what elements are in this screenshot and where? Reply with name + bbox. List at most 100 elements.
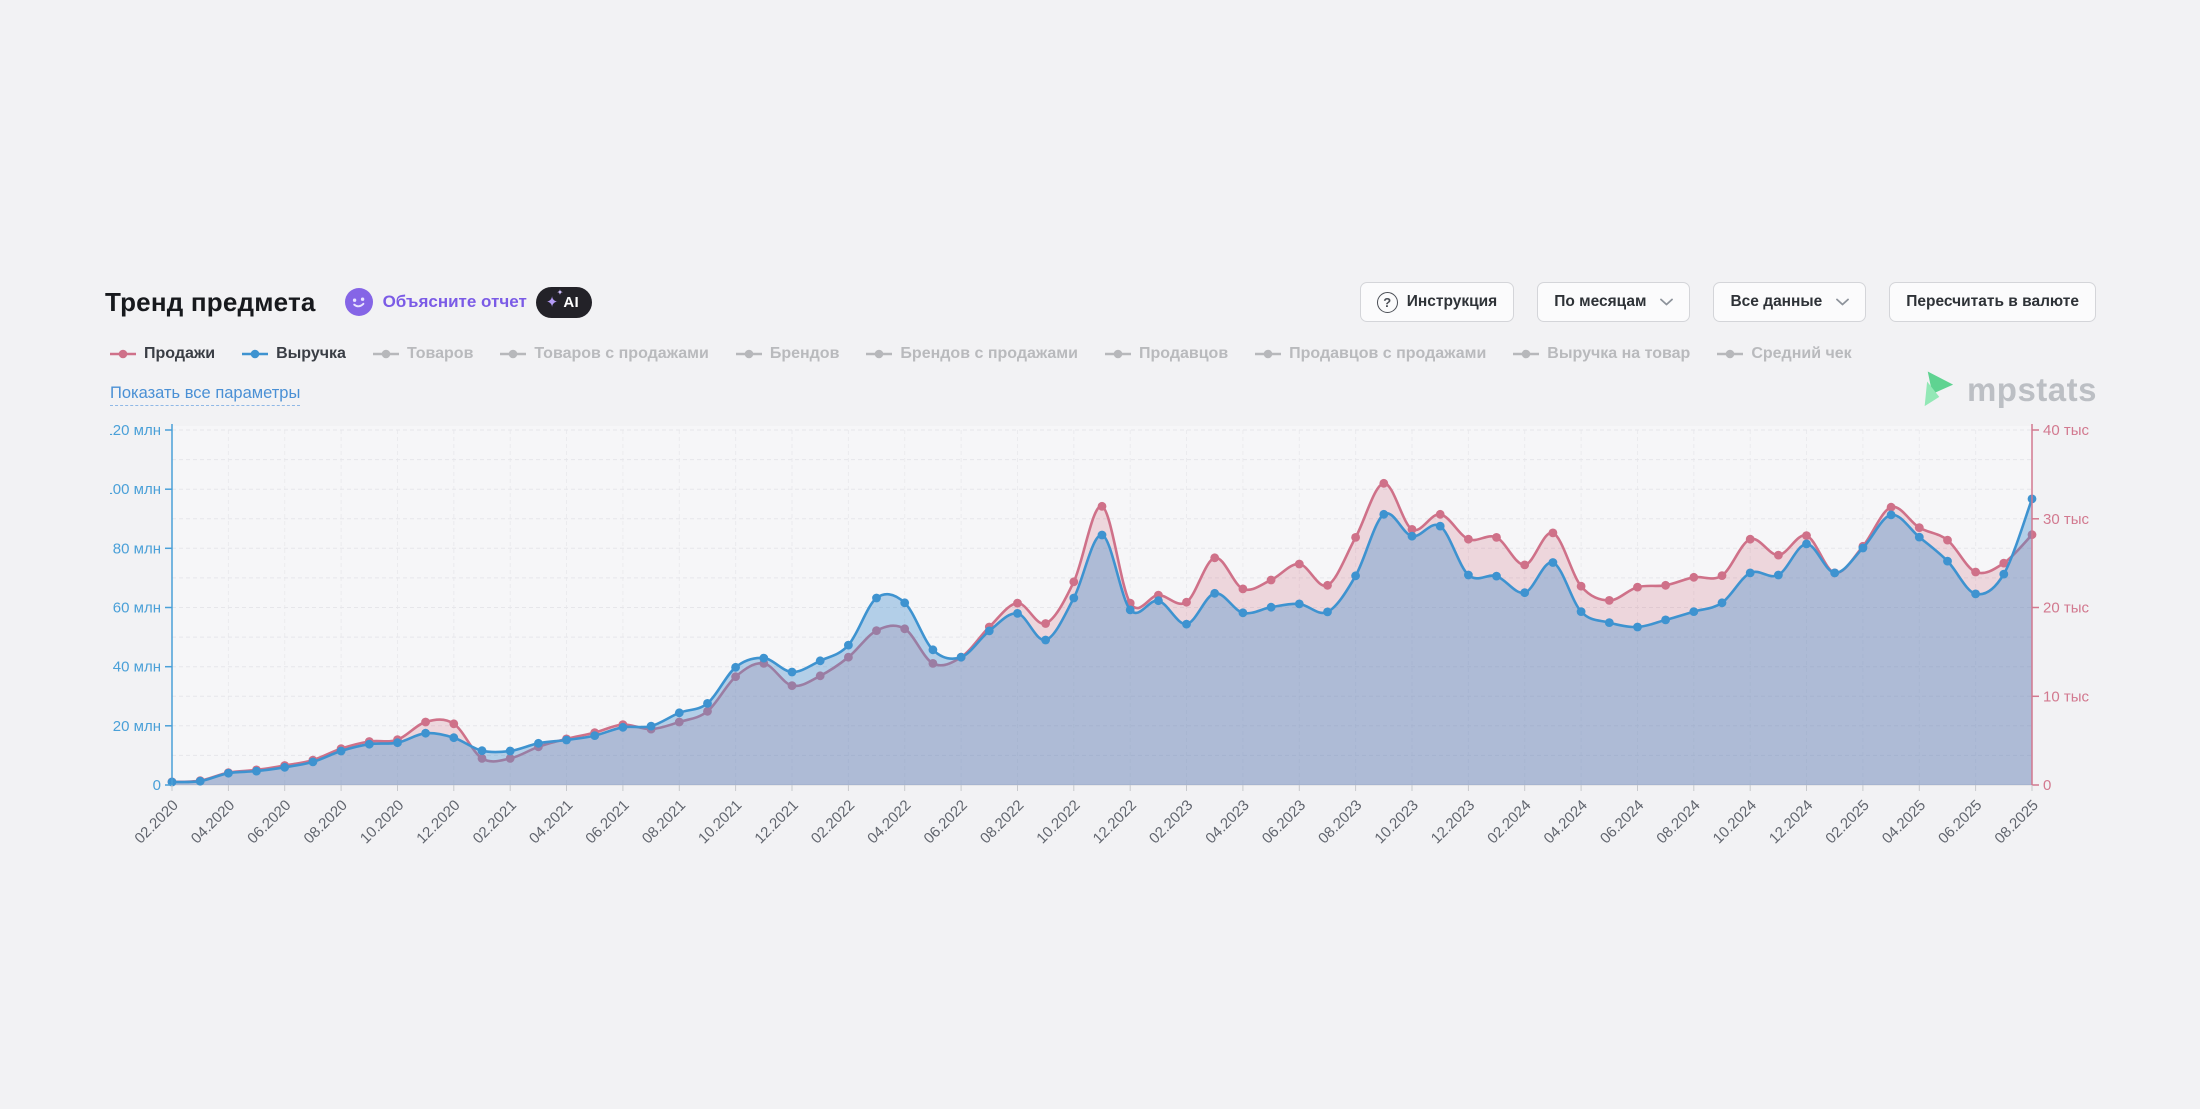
svg-text:06.2021: 06.2021 bbox=[582, 797, 632, 847]
svg-text:30 тыс: 30 тыс bbox=[2043, 511, 2090, 528]
period-dropdown[interactable]: По месяцам bbox=[1537, 282, 1691, 322]
svg-text:06.2024: 06.2024 bbox=[1597, 797, 1647, 847]
svg-text:08.2021: 08.2021 bbox=[639, 797, 689, 847]
legend-item[interactable]: Выручка bbox=[242, 345, 346, 363]
legend-marker-icon bbox=[242, 349, 269, 359]
legend-label: Товаров с продажами bbox=[534, 345, 709, 362]
legend-item[interactable]: Продажи bbox=[110, 345, 215, 363]
chevron-down-icon bbox=[1660, 298, 1674, 306]
svg-text:04.2021: 04.2021 bbox=[526, 797, 576, 847]
svg-text:60 млн: 60 млн bbox=[113, 600, 161, 617]
legend-item[interactable]: Брендов с продажами bbox=[866, 345, 1078, 363]
left-axis: 0 20 млн 40 млн 60 млн 80 млн 100 млн 120 млн bbox=[104, 422, 173, 794]
svg-text:04.2022: 04.2022 bbox=[864, 797, 914, 847]
header: Тренд предмета Объясните отчет ✦ AI ? Ин… bbox=[105, 281, 2096, 323]
instruction-button[interactable]: ? Инструкция bbox=[1359, 282, 1515, 322]
legend-marker-icon bbox=[1513, 349, 1540, 359]
svg-text:10 тыс: 10 тыс bbox=[2043, 688, 2090, 705]
svg-text:0: 0 bbox=[2043, 777, 2051, 794]
right-axis: 0 10 тыс 20 тыс 30 тыс 40 тыс bbox=[2031, 422, 2090, 794]
legend-label: Выручка на товар bbox=[1547, 345, 1691, 362]
legend-marker-icon bbox=[1717, 349, 1744, 359]
svg-text:06.2022: 06.2022 bbox=[921, 797, 971, 847]
ai-badge: ✦ AI bbox=[535, 286, 592, 318]
svg-text:12.2023: 12.2023 bbox=[1428, 797, 1478, 847]
svg-text:04.2020: 04.2020 bbox=[188, 797, 238, 847]
brand-logo: mpstats bbox=[1920, 370, 2097, 410]
svg-text:10.2022: 10.2022 bbox=[1033, 797, 1083, 847]
svg-text:04.2023: 04.2023 bbox=[1202, 797, 1252, 847]
svg-text:02.2021: 02.2021 bbox=[470, 797, 520, 847]
series-markers-Продажи[interactable] bbox=[167, 478, 2037, 787]
legend-marker-icon bbox=[500, 349, 527, 359]
svg-text:100 млн: 100 млн bbox=[110, 481, 161, 498]
svg-text:02.2025: 02.2025 bbox=[1822, 797, 1872, 847]
svg-text:10.2024: 10.2024 bbox=[1710, 797, 1760, 847]
legend-marker-icon bbox=[735, 349, 762, 359]
svg-text:02.2023: 02.2023 bbox=[1146, 797, 1196, 847]
series-Выручка[interactable] bbox=[167, 494, 2037, 787]
svg-text:08.2022: 08.2022 bbox=[977, 797, 1027, 847]
svg-text:08.2024: 08.2024 bbox=[1653, 797, 1703, 847]
explain-report-button[interactable]: Объясните отчет ✦ AI bbox=[344, 286, 592, 318]
svg-text:06.2023: 06.2023 bbox=[1259, 797, 1309, 847]
mpstats-logo-text: mpstats bbox=[1966, 371, 2097, 408]
chart-area: 0 20 млн 40 млн 60 млн 80 млн 100 млн 120 млн 0… bbox=[104, 412, 2100, 897]
legend-label: Средний чек bbox=[1751, 345, 1852, 362]
horizontal-gridlines bbox=[172, 429, 2032, 756]
legend-item[interactable]: Товаров с продажами bbox=[500, 345, 709, 363]
svg-text:12.2021: 12.2021 bbox=[751, 797, 801, 847]
show-all-params-link[interactable]: Показать все параметры bbox=[110, 384, 301, 406]
ai-badge-label: AI bbox=[563, 293, 579, 311]
svg-text:06.2020: 06.2020 bbox=[244, 797, 294, 847]
svg-text:08.2023: 08.2023 bbox=[1315, 797, 1365, 847]
page-title: Тренд предмета bbox=[105, 286, 316, 317]
x-axis-labels: 02.2020 04.2020 06.2020 08.2020 10.2020 12.20… bbox=[131, 785, 2042, 847]
svg-text:08.2020: 08.2020 bbox=[301, 797, 351, 847]
svg-text:12.2022: 12.2022 bbox=[1090, 797, 1140, 847]
svg-text:04.2024: 04.2024 bbox=[1541, 797, 1591, 847]
series-markers-Выручка[interactable] bbox=[167, 494, 2037, 787]
legend-item[interactable]: Средний чек bbox=[1717, 345, 1852, 363]
chevron-down-icon bbox=[1836, 298, 1850, 306]
svg-text:10.2021: 10.2021 bbox=[695, 797, 745, 847]
svg-text:80 млн: 80 млн bbox=[113, 540, 161, 557]
svg-text:08.2025: 08.2025 bbox=[1991, 797, 2041, 847]
legend-marker-icon bbox=[372, 349, 399, 359]
chart-legend: Продажи Выручка Товаров Товаров с продажами… bbox=[110, 345, 1852, 363]
header-left: Тренд предмета Объясните отчет ✦ AI bbox=[105, 286, 592, 318]
currency-button[interactable]: Пересчитать в валюте bbox=[1889, 282, 2096, 322]
legend-label: Продавцов bbox=[1138, 345, 1229, 362]
legend-label: Брендов bbox=[769, 345, 840, 362]
legend-item[interactable]: Продавцов с продажами bbox=[1255, 345, 1486, 363]
sparkle-icon: ✦ bbox=[546, 289, 563, 310]
mpstats-icon bbox=[1924, 371, 1954, 407]
legend-label: Товаров bbox=[406, 345, 474, 362]
legend-item[interactable]: Брендов bbox=[735, 345, 840, 363]
svg-text:40 тыс: 40 тыс bbox=[2043, 422, 2090, 439]
toolbar: ? Инструкция По месяцам Все данные Перес… bbox=[1359, 282, 2096, 322]
svg-text:0: 0 bbox=[153, 777, 161, 794]
svg-text:120 млн: 120 млн bbox=[110, 422, 161, 439]
svg-text:02.2022: 02.2022 bbox=[808, 797, 858, 847]
legend-item[interactable]: Выручка на товар bbox=[1513, 345, 1690, 363]
legend-item[interactable]: Продавцов bbox=[1104, 345, 1229, 363]
svg-text:20 млн: 20 млн bbox=[113, 718, 161, 735]
legend-label: Продажи bbox=[144, 345, 216, 362]
svg-text:12.2020: 12.2020 bbox=[413, 797, 463, 847]
range-dropdown[interactable]: Все данные bbox=[1713, 282, 1867, 322]
legend-marker-icon bbox=[110, 349, 136, 359]
series-Продажи[interactable] bbox=[167, 478, 2037, 787]
legend-item[interactable]: Товаров bbox=[372, 345, 474, 363]
svg-text:02.2024: 02.2024 bbox=[1484, 797, 1534, 847]
explain-report-label: Объясните отчет bbox=[382, 292, 527, 311]
svg-text:10.2020: 10.2020 bbox=[357, 797, 407, 847]
legend-label: Выручка bbox=[276, 345, 346, 362]
question-icon: ? bbox=[1376, 291, 1398, 313]
svg-text:06.2025: 06.2025 bbox=[1935, 797, 1985, 847]
legend-label: Продавцов с продажами bbox=[1289, 345, 1487, 362]
legend-label: Брендов с продажами bbox=[900, 345, 1078, 362]
svg-text:20 тыс: 20 тыс bbox=[2043, 600, 2090, 617]
